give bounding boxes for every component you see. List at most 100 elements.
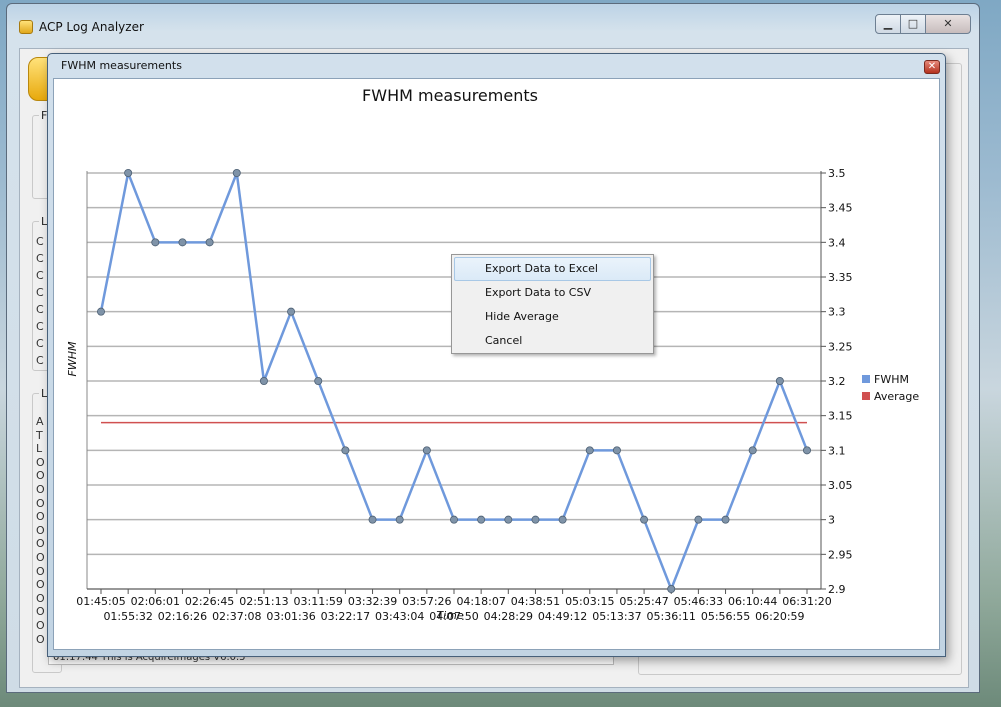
fwhm-point <box>640 515 649 524</box>
close-button[interactable]: ✕ <box>925 14 971 34</box>
log-list-item[interactable]: C <box>36 286 44 299</box>
fwhm-point <box>612 446 621 455</box>
app-icon <box>19 20 33 34</box>
main-window-title: ACP Log Analyzer <box>39 20 144 34</box>
log-lines-item[interactable]: O <box>36 523 45 537</box>
context-menu-item[interactable]: Export Data to Excel <box>454 257 651 281</box>
x-tick-label: 02:26:45 <box>185 595 234 608</box>
dialog-close-button[interactable]: ✕ <box>924 60 940 74</box>
log-lines-item[interactable]: L <box>36 442 43 456</box>
log-list-item[interactable]: C <box>36 303 44 316</box>
fwhm-point <box>151 238 160 247</box>
log-lines-item[interactable]: O <box>36 578 45 592</box>
log-list-item[interactable]: C <box>36 320 44 333</box>
context-menu-item[interactable]: Export Data to CSV <box>485 286 591 299</box>
x-tick-label: 05:36:11 <box>647 610 696 623</box>
log-list-item[interactable]: C <box>36 269 44 282</box>
fwhm-point <box>395 515 404 524</box>
log-lines-item[interactable]: O <box>36 483 45 496</box>
x-tick-label: 04:07:50 <box>429 610 478 623</box>
fwhm-point <box>748 446 757 455</box>
fwhm-point <box>124 169 133 178</box>
fwhm-point <box>531 515 540 524</box>
log-lines-item[interactable]: O <box>36 510 45 524</box>
y-tick-label: 3.15 <box>828 410 853 423</box>
fwhm-point <box>694 515 703 524</box>
x-tick-label: 02:37:08 <box>212 610 261 623</box>
log-lines-item[interactable]: O <box>36 551 45 564</box>
main-titlebar[interactable]: ACP Log Analyzer ▁ □ ✕ <box>7 4 979 48</box>
fwhm-point <box>721 515 730 524</box>
x-tick-label: 03:43:04 <box>375 610 424 623</box>
context-menu-item[interactable]: Hide Average <box>485 310 559 323</box>
x-tick-label: 03:11:59 <box>294 595 343 608</box>
log-lines-item[interactable]: O <box>36 632 45 646</box>
log-lines-item[interactable]: O <box>36 469 45 483</box>
x-tick-label: 06:20:59 <box>755 610 804 623</box>
fwhm-point <box>667 584 676 593</box>
chart-area[interactable]: FWHM measurements 3.5 3.45 3.4 3.35 3.3 3.25 3… <box>53 78 940 650</box>
legend: FWHM Average <box>862 373 919 403</box>
fwhm-point <box>368 515 377 524</box>
fwhm-point <box>803 446 812 455</box>
fwhm-point <box>232 169 241 178</box>
fwhm-point <box>205 238 214 247</box>
fwhm-point <box>449 515 458 524</box>
fwhm-point <box>558 515 567 524</box>
grid-lines <box>87 172 821 590</box>
fwhm-point <box>259 376 268 385</box>
x-tick-label: 03:57:26 <box>402 595 451 608</box>
minimize-button[interactable]: ▁ <box>875 14 901 34</box>
chart-dialog: FWHM measurements ✕ FWHM measurements 3.… <box>47 53 946 657</box>
y-tick-label: 2.9 <box>828 583 846 596</box>
dialog-title: FWHM measurements <box>61 59 182 72</box>
fwhm-point <box>504 515 513 524</box>
log-lines-item[interactable]: O <box>36 591 45 605</box>
log-list-item[interactable]: C <box>36 235 44 248</box>
fwhm-chart: FWHM measurements 3.53.453.43.353.33.253… <box>66 86 919 623</box>
fwhm-point <box>314 376 323 385</box>
legend-swatch <box>862 375 870 383</box>
x-tick-label: 02:06:01 <box>131 595 180 608</box>
x-tick-label: 01:55:32 <box>103 610 152 623</box>
x-tick-label: 04:38:51 <box>511 595 560 608</box>
log-lines-item[interactable]: O <box>36 496 45 510</box>
legend-entry: Average <box>874 390 919 403</box>
y-axis-label: FWHM <box>66 341 79 376</box>
y-tick-label: 3.35 <box>828 271 853 284</box>
fwhm-point <box>585 446 594 455</box>
x-tick-label: 04:49:12 <box>538 610 587 623</box>
legend-swatch <box>862 392 870 400</box>
x-tick-label: 01:45:05 <box>76 595 125 608</box>
log-lines-item[interactable]: A <box>36 415 44 428</box>
x-tick-label: 03:22:17 <box>321 610 370 623</box>
x-tick-label: 02:16:26 <box>158 610 207 623</box>
maximize-button[interactable]: □ <box>900 14 926 34</box>
fwhm-point <box>97 307 106 316</box>
log-lines-item[interactable]: O <box>36 537 45 551</box>
x-tick-label: 06:10:44 <box>728 595 777 608</box>
legend-entry: FWHM <box>874 373 909 386</box>
y-tick-label: 3.2 <box>828 375 846 388</box>
x-tick-label: 05:03:15 <box>565 595 614 608</box>
y-tick-label: 3.45 <box>828 202 853 215</box>
x-tick-label: 04:18:07 <box>456 595 505 608</box>
series <box>97 169 812 593</box>
x-tick-label: 06:31:20 <box>782 595 831 608</box>
fwhm-point <box>341 446 350 455</box>
log-lines-item[interactable]: O <box>36 564 45 578</box>
fwhm-point <box>422 446 431 455</box>
chart-title: FWHM measurements <box>362 86 538 105</box>
log-list-item[interactable]: C <box>36 252 44 265</box>
log-list-item[interactable]: C <box>36 337 44 350</box>
context-menu-item[interactable]: Cancel <box>485 334 523 347</box>
log-lines-item[interactable]: O <box>36 605 45 619</box>
log-lines-item[interactable]: T <box>36 428 43 442</box>
fwhm-point <box>477 515 486 524</box>
log-lines-item[interactable]: O <box>36 455 45 469</box>
log-list-item[interactable]: C <box>36 354 44 367</box>
y-tick-label: 3.25 <box>828 340 853 353</box>
x-tick-label: 05:56:55 <box>701 610 750 623</box>
log-lines-item[interactable]: O <box>36 619 45 632</box>
y-tick-label: 3.05 <box>828 479 853 492</box>
